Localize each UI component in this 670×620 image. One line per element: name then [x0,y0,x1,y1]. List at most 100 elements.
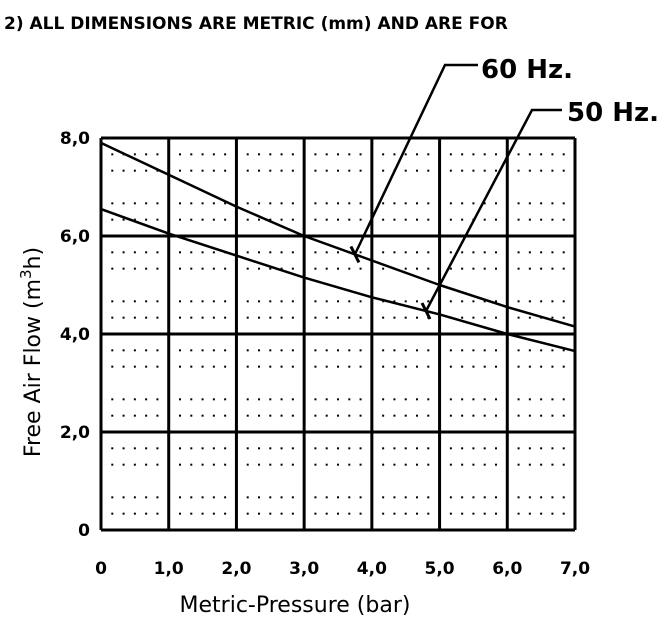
grid-dot [382,267,385,270]
grid-dot [156,267,159,270]
grid-dot [404,202,407,205]
grid-dot [337,267,339,270]
series-label-50hz: 50 Hz. [567,98,659,128]
grid-dot [111,349,114,352]
grid-dot [416,496,418,499]
grid-dot [359,300,362,303]
grid-dot [461,512,464,515]
grid-dot [122,202,125,205]
grid-dot [449,218,452,221]
grid-dot [528,365,531,368]
grid-dot [269,267,272,270]
grid-dot [540,365,543,368]
grid-dot [528,218,531,221]
grid-dot [133,153,136,156]
grid-dot [359,251,362,254]
grid-dot [348,316,351,319]
grid-dot [562,349,565,352]
grid-dot [495,169,497,172]
grid-dot [359,414,362,417]
grid-dot [348,300,351,303]
grid-dot [449,398,452,401]
grid-dot [269,365,272,368]
grid-dot [145,349,148,352]
grid-dot [246,349,249,352]
grid-dot [393,300,396,303]
grid-dot [246,267,249,270]
grid-dot [224,153,227,156]
grid-dot [416,267,418,270]
grid-dot [495,414,497,417]
leader-line-1 [424,108,562,312]
grid-dot [472,267,475,270]
grid-dot [540,169,543,172]
grid-dot [416,316,418,319]
y-axis-title-main: Free Air Flow (m [21,279,46,457]
grid-dot [291,414,294,417]
grid-dot [156,202,159,205]
grid-dot [133,251,136,254]
x-axis-title: Metric-Pressure (bar) [180,593,411,618]
grid-dot [111,202,114,205]
grid-dot [528,349,531,352]
grid-dot [540,512,543,515]
grid-dot [483,169,486,172]
grid-dot [156,512,159,515]
grid-dot [562,300,565,303]
grid-dot [201,398,204,401]
grid-dot [461,153,464,156]
grid-dot [540,447,543,450]
grid-dot [291,496,294,499]
grid-dot [449,267,452,270]
grid-dot [179,463,181,466]
grid-dot [156,496,159,499]
grid-dot [269,463,272,466]
grid-dot [337,251,339,254]
grid-dot [133,496,136,499]
grid-dot [179,218,181,221]
grid-dot [393,153,396,156]
grid-dot [416,202,418,205]
grid-dot [551,398,554,401]
grid-dot [111,447,114,450]
grid-dot [337,414,339,417]
grid-dot [258,316,260,319]
grid-dot [540,251,543,254]
grid-dot [156,447,159,450]
grid-dot [393,414,396,417]
y-tick-label: 2,0 [60,423,90,443]
grid-dot [427,398,430,401]
grid-dot [393,512,396,515]
grid-dot [133,267,136,270]
grid-dot [382,398,385,401]
grid-dot [472,251,475,254]
grid-dot [111,267,114,270]
leader-tick-1 [420,302,432,320]
x-tick-label: 4,0 [357,559,387,579]
grid-dot [133,398,136,401]
grid-dot [483,414,486,417]
grid-dot [461,267,464,270]
grid-dot [314,153,317,156]
grid-dot [416,365,418,368]
grid-dot [449,447,452,450]
grid-dot [562,414,565,417]
grid-dot [314,496,317,499]
x-tick-label: 5,0 [425,559,455,579]
grid-dot [517,169,520,172]
grid-dot [562,365,565,368]
grid-dot [449,251,452,254]
grid-dot [133,512,136,515]
grid-dot [111,398,114,401]
grid-dot [246,153,249,156]
grid-dot [483,267,486,270]
grid-dot [517,153,520,156]
grid-dot [562,316,565,319]
grid-dot [111,496,114,499]
grid-dot [280,251,283,254]
grid-dot [291,398,294,401]
grid-dot [258,414,260,417]
grid-dot [427,365,430,368]
grid-dot [517,398,520,401]
grid-dot [122,267,125,270]
